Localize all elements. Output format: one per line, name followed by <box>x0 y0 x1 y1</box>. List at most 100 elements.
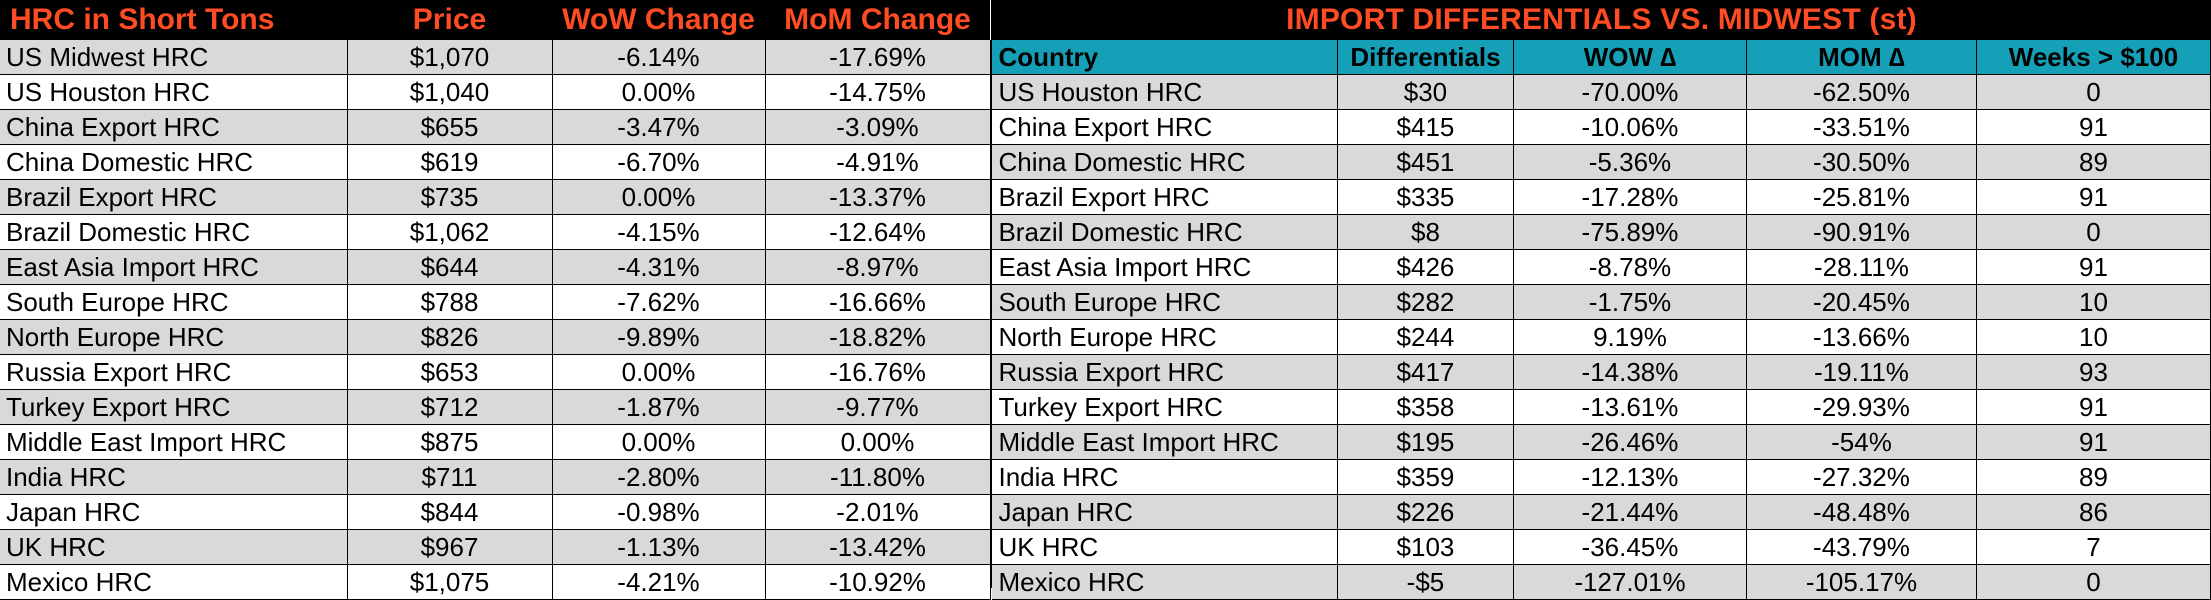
cell-mom-change: -16.76% <box>765 354 991 390</box>
cell-price: $735 <box>347 179 553 215</box>
cell-price: $1,070 <box>347 40 553 75</box>
cell-mom-change: 0.00% <box>765 424 991 460</box>
cell-price: $788 <box>347 284 553 320</box>
cell-country: Russia Export HRC <box>992 354 1338 390</box>
cell-product: Mexico HRC <box>0 564 348 600</box>
cell-weeks-over-100: 0 <box>1976 564 2211 600</box>
cell-price: $653 <box>347 354 553 390</box>
table-row: Japan HRC $844 -0.98% -2.01% <box>0 494 991 530</box>
cell-differential: $30 <box>1337 74 1514 110</box>
cell-country: China Export HRC <box>992 109 1338 145</box>
cell-price: $655 <box>347 109 553 145</box>
cell-country: India HRC <box>992 459 1338 495</box>
cell-mom-change: -12.64% <box>765 214 991 250</box>
differentials-header-row: Country Differentials WOW ∆ MOM ∆ Weeks … <box>992 40 2211 75</box>
cell-weeks-over-100: 89 <box>1976 144 2211 180</box>
cell-mom-change: -3.09% <box>765 109 991 145</box>
cell-differential: $335 <box>1337 179 1514 215</box>
cell-mom-change: -2.01% <box>765 494 991 530</box>
cell-differential: $226 <box>1337 494 1514 530</box>
cell-country: US Houston HRC <box>992 74 1338 110</box>
hrc-price-table: HRC in Short Tons Price WoW Change MoM C… <box>0 0 991 600</box>
cell-wow-change: 0.00% <box>552 74 766 110</box>
cell-price: $1,075 <box>347 564 553 600</box>
cell-price: $619 <box>347 144 553 180</box>
cell-differential: $195 <box>1337 424 1514 460</box>
cell-mom-delta: -90.91% <box>1746 214 1977 250</box>
cell-wow-delta: -8.78% <box>1513 249 1747 285</box>
table-row: Mexico HRC -$5 -127.01% -105.17% 0 <box>992 564 2211 600</box>
cell-mom-delta: -13.66% <box>1746 319 1977 355</box>
cell-country: Mexico HRC <box>992 564 1338 600</box>
cell-product: East Asia Import HRC <box>0 249 348 285</box>
cell-mom-delta: -62.50% <box>1746 74 1977 110</box>
import-differentials-table: IMPORT DIFFERENTIALS VS. MIDWEST (st) Co… <box>992 0 2211 600</box>
cell-wow-change: -4.31% <box>552 249 766 285</box>
cell-weeks-over-100: 7 <box>1976 529 2211 565</box>
cell-wow-delta: -14.38% <box>1513 354 1747 390</box>
table-row: North Europe HRC $826 -9.89% -18.82% <box>0 319 991 355</box>
cell-differential: -$5 <box>1337 564 1514 600</box>
cell-differential: $415 <box>1337 109 1514 145</box>
table-row: US Midwest HRC $1,070 -6.14% -17.69% <box>0 40 991 75</box>
cell-product: Middle East Import HRC <box>0 424 348 460</box>
cell-country: Turkey Export HRC <box>992 389 1338 425</box>
column-header-mom-change: MoM Change <box>765 0 990 40</box>
table-row: Brazil Export HRC $735 0.00% -13.37% <box>0 179 991 215</box>
column-header-country: Country <box>992 40 1338 75</box>
cell-wow-change: -7.62% <box>552 284 766 320</box>
table-row: India HRC $359 -12.13% -27.32% 89 <box>992 459 2211 495</box>
table-row: Mexico HRC $1,075 -4.21% -10.92% <box>0 564 991 600</box>
cell-mom-change: -11.80% <box>765 459 991 495</box>
cell-mom-delta: -33.51% <box>1746 109 1977 145</box>
cell-country: Brazil Domestic HRC <box>992 214 1338 250</box>
column-header-wow-change: WoW Change <box>552 0 765 40</box>
table-row: East Asia Import HRC $426 -8.78% -28.11% 91 <box>992 249 2211 285</box>
table-row: UK HRC $967 -1.13% -13.42% <box>0 529 991 565</box>
table-row: South Europe HRC $282 -1.75% -20.45% 10 <box>992 284 2211 320</box>
cell-product: Russia Export HRC <box>0 354 348 390</box>
cell-wow-delta: -10.06% <box>1513 109 1747 145</box>
table-row: China Export HRC $415 -10.06% -33.51% 91 <box>992 109 2211 145</box>
table-row: US Houston HRC $1,040 0.00% -14.75% <box>0 74 991 110</box>
cell-wow-delta: -17.28% <box>1513 179 1747 215</box>
import-differentials-rows: Country Differentials WOW ∆ MOM ∆ Weeks … <box>992 40 2211 600</box>
cell-differential: $282 <box>1337 284 1514 320</box>
cell-mom-delta: -54% <box>1746 424 1977 460</box>
cell-product: UK HRC <box>0 529 348 565</box>
cell-weeks-over-100: 0 <box>1976 74 2211 110</box>
cell-wow-change: -9.89% <box>552 319 766 355</box>
column-header-weeks-over-100: Weeks > $100 <box>1976 40 2211 75</box>
table-row: Turkey Export HRC $358 -13.61% -29.93% 91 <box>992 389 2211 425</box>
cell-differential: $417 <box>1337 354 1514 390</box>
cell-country: Middle East Import HRC <box>992 424 1338 460</box>
cell-product: Brazil Export HRC <box>0 179 348 215</box>
cell-mom-delta: -48.48% <box>1746 494 1977 530</box>
cell-wow-delta: -26.46% <box>1513 424 1747 460</box>
cell-product: Brazil Domestic HRC <box>0 214 348 250</box>
cell-mom-change: -4.91% <box>765 144 991 180</box>
cell-mom-change: -9.77% <box>765 389 991 425</box>
cell-price: $712 <box>347 389 553 425</box>
cell-mom-delta: -29.93% <box>1746 389 1977 425</box>
cell-wow-delta: 9.19% <box>1513 319 1747 355</box>
cell-weeks-over-100: 91 <box>1976 109 2211 145</box>
cell-wow-delta: -36.45% <box>1513 529 1747 565</box>
table-row: South Europe HRC $788 -7.62% -16.66% <box>0 284 991 320</box>
cell-wow-change: 0.00% <box>552 354 766 390</box>
column-header-hrc: HRC in Short Tons <box>0 0 347 40</box>
cell-product: India HRC <box>0 459 348 495</box>
table-row: East Asia Import HRC $644 -4.31% -8.97% <box>0 249 991 285</box>
cell-differential: $451 <box>1337 144 1514 180</box>
table-row: US Houston HRC $30 -70.00% -62.50% 0 <box>992 74 2211 110</box>
cell-product: China Domestic HRC <box>0 144 348 180</box>
cell-product: Turkey Export HRC <box>0 389 348 425</box>
table-row: China Domestic HRC $619 -6.70% -4.91% <box>0 144 991 180</box>
cell-wow-delta: -13.61% <box>1513 389 1747 425</box>
cell-product: South Europe HRC <box>0 284 348 320</box>
cell-mom-delta: -30.50% <box>1746 144 1977 180</box>
table-row: Japan HRC $226 -21.44% -48.48% 86 <box>992 494 2211 530</box>
column-header-wow-delta: WOW ∆ <box>1513 40 1747 75</box>
hrc-price-rows: US Midwest HRC $1,070 -6.14% -17.69% US Hous… <box>0 40 991 600</box>
cell-mom-delta: -27.32% <box>1746 459 1977 495</box>
